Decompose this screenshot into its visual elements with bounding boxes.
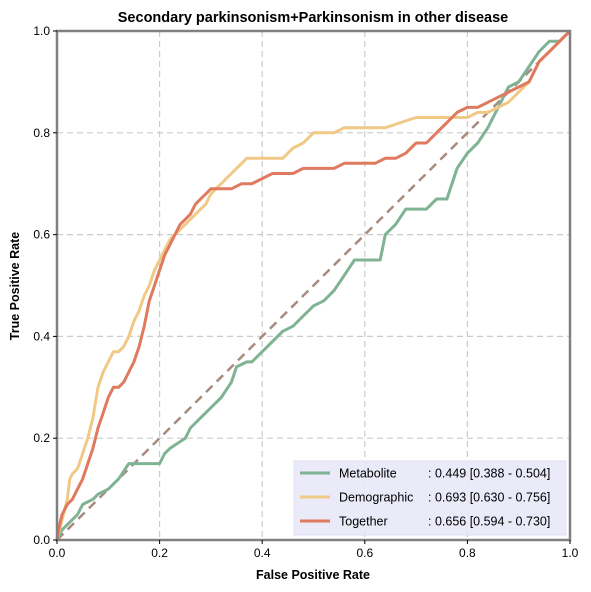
x-tick-label: 0.2 <box>151 546 168 560</box>
legend-value-metabolite: : 0.449 [0.388 - 0.504] <box>428 467 550 481</box>
legend: Metabolite : 0.449 [0.388 - 0.504] Demogra… <box>293 460 567 536</box>
series-lines <box>55 29 572 541</box>
diagonal-reference <box>56 30 571 541</box>
y-axis-label: True Positive Rate <box>8 232 22 340</box>
series-line-demographic <box>55 29 572 541</box>
x-axis-label: False Positive Rate <box>256 568 370 582</box>
x-tick-label: 0.8 <box>459 546 476 560</box>
series-line-together <box>55 29 572 541</box>
diagonal-line <box>56 30 571 541</box>
x-ticks: 0.0 0.2 0.4 0.6 0.8 1.0 <box>49 540 579 560</box>
plot-frame <box>55 29 572 542</box>
x-tick-label: 0.0 <box>49 546 66 560</box>
x-tick-label: 0.6 <box>356 546 373 560</box>
y-tick-label: 0.4 <box>33 329 50 343</box>
y-tick-label: 0.0 <box>33 533 50 547</box>
chart-title: Secondary parkinsonism+Parkinsonism in o… <box>118 10 508 26</box>
legend-value-together: : 0.656 [0.594 - 0.730] <box>428 515 550 529</box>
legend-value-demographic: : 0.693 [0.630 - 0.756] <box>428 491 550 505</box>
legend-name-metabolite: Metabolite <box>339 467 397 481</box>
y-tick-label: 1.0 <box>33 24 50 38</box>
y-tick-label: 0.8 <box>33 126 50 140</box>
y-tick-label: 0.6 <box>33 228 50 242</box>
legend-name-together: Together <box>339 515 388 529</box>
y-tick-label: 0.2 <box>33 431 50 445</box>
series-line-metabolite <box>55 29 572 541</box>
legend-box <box>293 460 567 536</box>
y-ticks: 0.0 0.2 0.4 0.6 0.8 1.0 <box>33 24 57 547</box>
legend-name-demographic: Demographic <box>339 491 413 505</box>
x-tick-label: 0.4 <box>254 546 271 560</box>
x-tick-label: 1.0 <box>562 546 579 560</box>
